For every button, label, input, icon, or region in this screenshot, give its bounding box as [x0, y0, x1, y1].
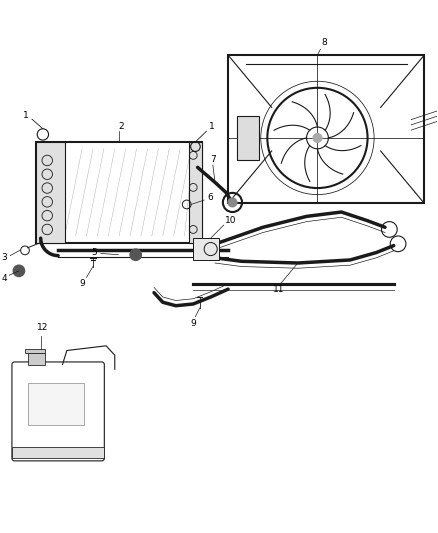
Bar	[193, 238, 219, 260]
FancyBboxPatch shape	[12, 362, 104, 461]
Text: 3: 3	[2, 253, 7, 262]
Bar	[36, 142, 202, 243]
Text: 7: 7	[210, 155, 216, 164]
Bar	[28, 383, 84, 425]
Text: 8: 8	[321, 37, 327, 46]
Text: 10: 10	[225, 216, 236, 225]
Bar	[28, 353, 45, 365]
Circle shape	[228, 198, 237, 207]
Circle shape	[313, 134, 322, 142]
Text: 4: 4	[1, 274, 7, 283]
Bar	[12, 447, 104, 458]
Bar	[189, 142, 202, 243]
Circle shape	[130, 249, 141, 261]
Bar	[237, 116, 258, 160]
Circle shape	[13, 265, 25, 277]
Text: 1: 1	[209, 122, 215, 131]
Text: 11: 11	[273, 285, 284, 294]
Text: 12: 12	[37, 322, 49, 332]
Text: 9: 9	[190, 319, 196, 328]
Text: 5: 5	[92, 248, 97, 256]
Text: 1: 1	[24, 111, 29, 120]
Text: 2: 2	[119, 122, 124, 131]
Bar	[25, 349, 45, 353]
Bar	[228, 55, 424, 203]
Text: 9: 9	[80, 279, 85, 288]
Text: 6: 6	[208, 193, 214, 203]
Bar	[36, 142, 65, 243]
